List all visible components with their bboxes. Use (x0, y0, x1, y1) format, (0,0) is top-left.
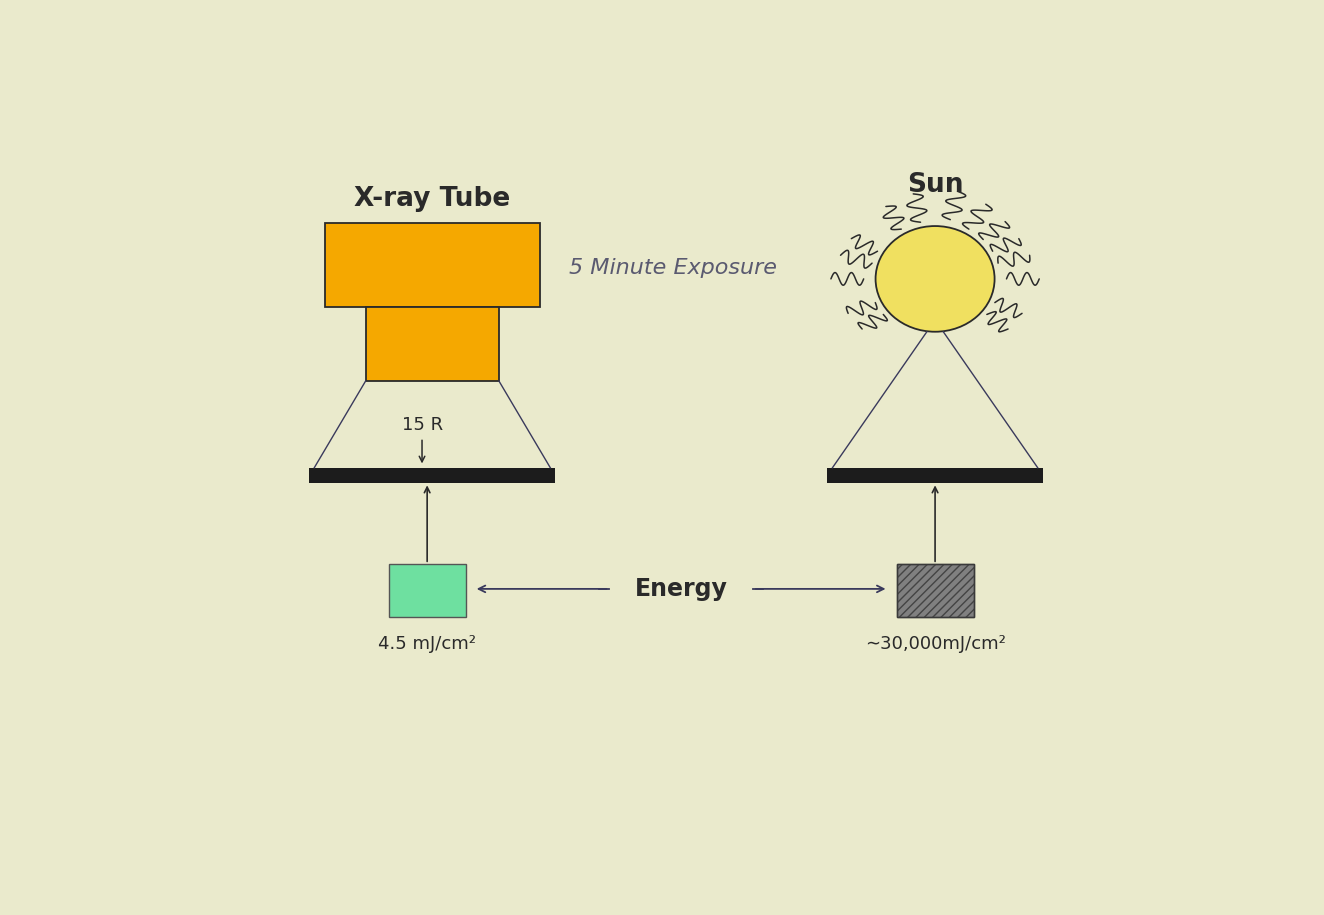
Text: X-ray Tube: X-ray Tube (354, 186, 511, 212)
Bar (324, 222, 540, 307)
Bar (896, 565, 973, 617)
Text: ∼30,000mJ/cm²: ∼30,000mJ/cm² (865, 635, 1005, 652)
Text: 4.5 mJ/cm²: 4.5 mJ/cm² (379, 635, 477, 652)
Text: Sun: Sun (907, 172, 964, 198)
Text: 5 Minute Exposure: 5 Minute Exposure (569, 258, 777, 278)
Bar (896, 565, 973, 617)
Bar (365, 307, 499, 381)
Bar (389, 565, 466, 617)
Text: 15 R: 15 R (401, 416, 442, 434)
Text: Energy: Energy (634, 576, 728, 601)
Bar (308, 468, 556, 483)
Ellipse shape (875, 226, 994, 332)
Bar (828, 468, 1043, 483)
